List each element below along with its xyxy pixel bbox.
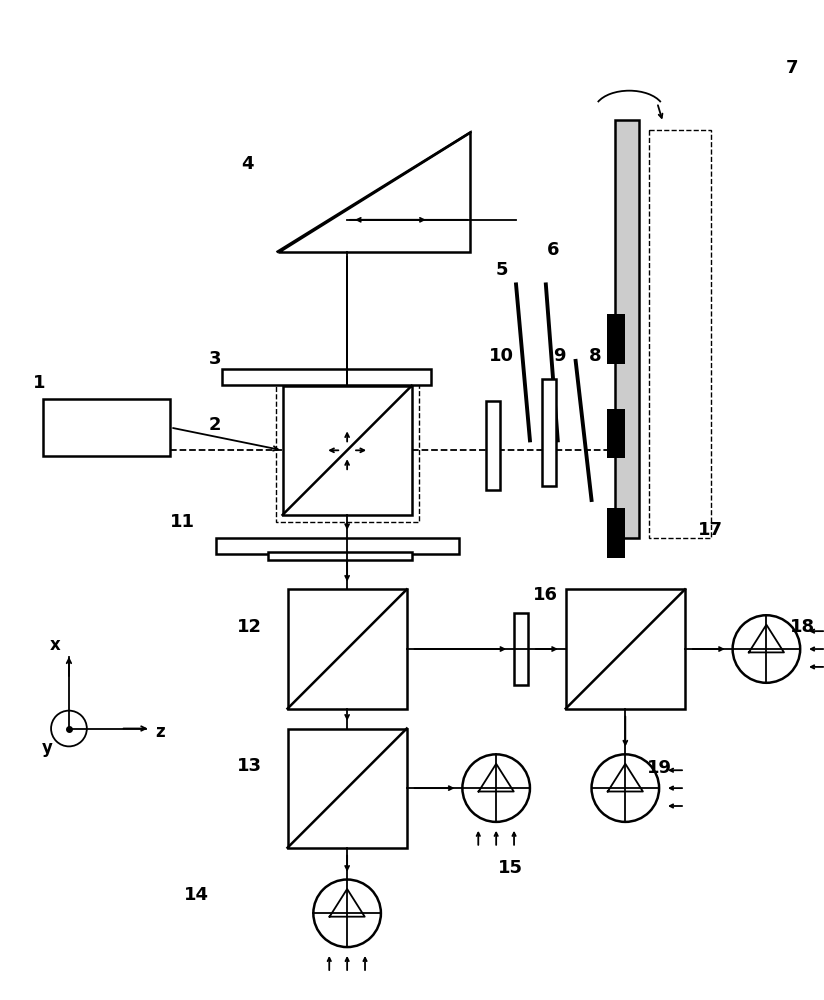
Bar: [288, 729, 407, 848]
Text: 3: 3: [208, 350, 222, 368]
Text: 10: 10: [489, 347, 513, 365]
Bar: [216, 538, 460, 554]
Bar: [43, 399, 171, 456]
Text: 4: 4: [241, 155, 254, 173]
Text: 5: 5: [496, 261, 508, 279]
Text: y: y: [42, 739, 53, 757]
Text: 19: 19: [647, 759, 672, 777]
Bar: [616, 120, 639, 538]
Bar: [607, 508, 625, 558]
Bar: [268, 552, 412, 560]
Text: 12: 12: [237, 618, 262, 636]
Text: 2: 2: [208, 416, 222, 434]
Text: 14: 14: [184, 886, 208, 904]
Text: 18: 18: [789, 618, 815, 636]
Text: 6: 6: [546, 241, 559, 259]
Bar: [283, 386, 412, 515]
Text: 17: 17: [698, 521, 723, 539]
Text: 8: 8: [589, 347, 602, 365]
Bar: [486, 401, 500, 490]
Bar: [222, 369, 431, 385]
Bar: [288, 589, 407, 709]
Bar: [542, 379, 555, 486]
Bar: [566, 589, 685, 709]
Text: 7: 7: [786, 59, 798, 77]
Text: 15: 15: [498, 859, 522, 877]
Bar: [607, 409, 625, 458]
Text: 9: 9: [554, 347, 566, 365]
Bar: [514, 613, 528, 685]
Text: 11: 11: [170, 513, 194, 531]
Text: 16: 16: [533, 586, 559, 604]
Bar: [275, 379, 419, 522]
Text: 1: 1: [33, 374, 45, 392]
Bar: [607, 314, 625, 364]
Text: z: z: [156, 723, 165, 741]
Text: 13: 13: [237, 757, 262, 775]
Polygon shape: [278, 132, 471, 252]
Text: x: x: [49, 636, 60, 654]
